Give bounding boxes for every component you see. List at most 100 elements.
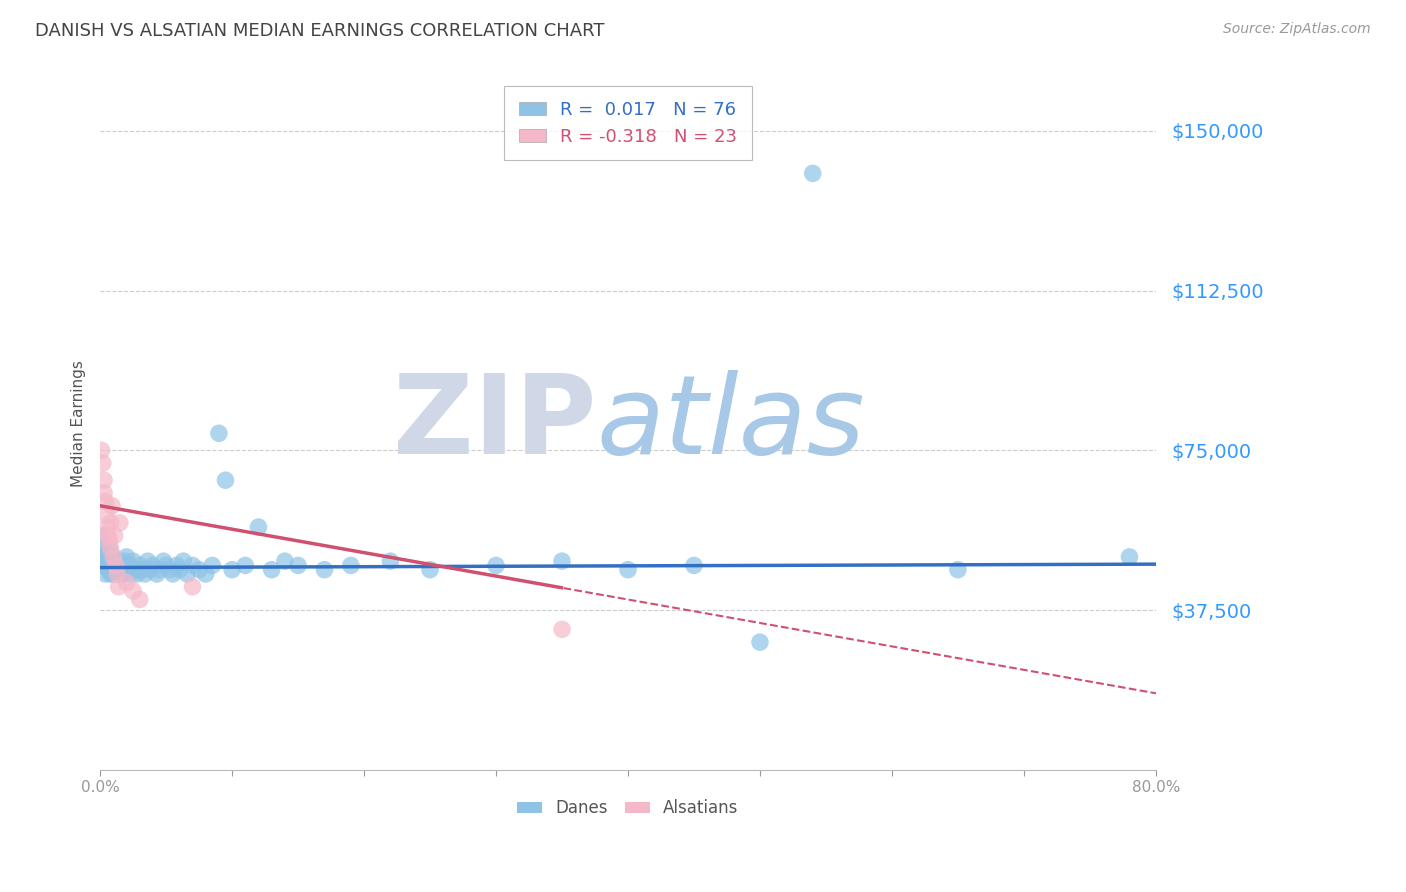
Point	[749, 635, 772, 649]
Point	[100, 566, 122, 581]
Point	[128, 592, 150, 607]
Point	[93, 473, 115, 487]
Point	[181, 558, 204, 573]
Point	[96, 520, 118, 534]
Text: Source: ZipAtlas.com: Source: ZipAtlas.com	[1223, 22, 1371, 37]
Point	[117, 563, 139, 577]
Point	[114, 554, 136, 568]
Point	[176, 566, 198, 581]
Point	[124, 563, 146, 577]
Point	[93, 549, 115, 564]
Point	[148, 563, 170, 577]
Point	[93, 558, 115, 573]
Point	[188, 563, 211, 577]
Point	[104, 558, 127, 573]
Point	[221, 563, 243, 577]
Point	[93, 486, 115, 500]
Point	[97, 563, 120, 577]
Point	[108, 554, 131, 568]
Point	[208, 426, 231, 441]
Point	[214, 473, 236, 487]
Point	[98, 541, 121, 556]
Point	[131, 563, 153, 577]
Point	[125, 566, 148, 581]
Point	[115, 575, 138, 590]
Point	[181, 580, 204, 594]
Point	[101, 563, 124, 577]
Point	[419, 563, 441, 577]
Point	[162, 566, 184, 581]
Point	[551, 623, 574, 637]
Point	[1118, 549, 1140, 564]
Point	[97, 528, 120, 542]
Point	[105, 566, 128, 581]
Text: atlas: atlas	[596, 370, 865, 477]
Text: ZIP: ZIP	[392, 370, 596, 477]
Point	[90, 443, 112, 458]
Point	[617, 563, 640, 577]
Point	[110, 558, 132, 573]
Point	[380, 554, 402, 568]
Point	[108, 516, 131, 530]
Point	[94, 494, 117, 508]
Point	[96, 508, 118, 522]
Point	[103, 549, 125, 564]
Point	[104, 558, 127, 573]
Point	[105, 558, 128, 573]
Point	[159, 563, 181, 577]
Point	[100, 554, 122, 568]
Point	[90, 528, 112, 542]
Point	[104, 563, 127, 577]
Point	[122, 584, 145, 599]
Point	[94, 566, 117, 581]
Point	[118, 558, 141, 573]
Point	[101, 499, 124, 513]
Point	[103, 566, 125, 581]
Point	[91, 541, 114, 556]
Point	[91, 456, 114, 470]
Point	[314, 563, 336, 577]
Point	[683, 558, 706, 573]
Point	[98, 558, 121, 573]
Point	[107, 563, 129, 577]
Point	[105, 566, 128, 581]
Point	[166, 558, 188, 573]
Point	[152, 554, 174, 568]
Point	[247, 520, 270, 534]
Point	[104, 528, 127, 542]
Point	[104, 554, 127, 568]
Point	[194, 566, 217, 581]
Point	[155, 558, 177, 573]
Point	[115, 549, 138, 564]
Point	[142, 558, 165, 573]
Point	[120, 566, 142, 581]
Point	[101, 558, 124, 573]
Point	[100, 516, 122, 530]
Point	[233, 558, 256, 573]
Point	[128, 558, 150, 573]
Point	[103, 549, 125, 564]
Point	[136, 554, 159, 568]
Point	[260, 563, 283, 577]
Point	[96, 546, 118, 560]
Y-axis label: Median Earnings: Median Earnings	[72, 360, 86, 487]
Point	[97, 549, 120, 564]
Point	[946, 563, 969, 577]
Point	[98, 533, 121, 547]
Point	[274, 554, 297, 568]
Point	[551, 554, 574, 568]
Point	[107, 580, 129, 594]
Point	[108, 566, 131, 581]
Legend: Danes, Alsatians: Danes, Alsatians	[510, 793, 745, 824]
Text: DANISH VS ALSATIAN MEDIAN EARNINGS CORRELATION CHART: DANISH VS ALSATIAN MEDIAN EARNINGS CORRE…	[35, 22, 605, 40]
Point	[172, 554, 194, 568]
Point	[139, 563, 162, 577]
Point	[146, 566, 169, 581]
Point	[111, 563, 134, 577]
Point	[134, 566, 156, 581]
Point	[96, 554, 118, 568]
Point	[201, 558, 224, 573]
Point	[100, 541, 122, 556]
Point	[169, 563, 191, 577]
Point	[340, 558, 363, 573]
